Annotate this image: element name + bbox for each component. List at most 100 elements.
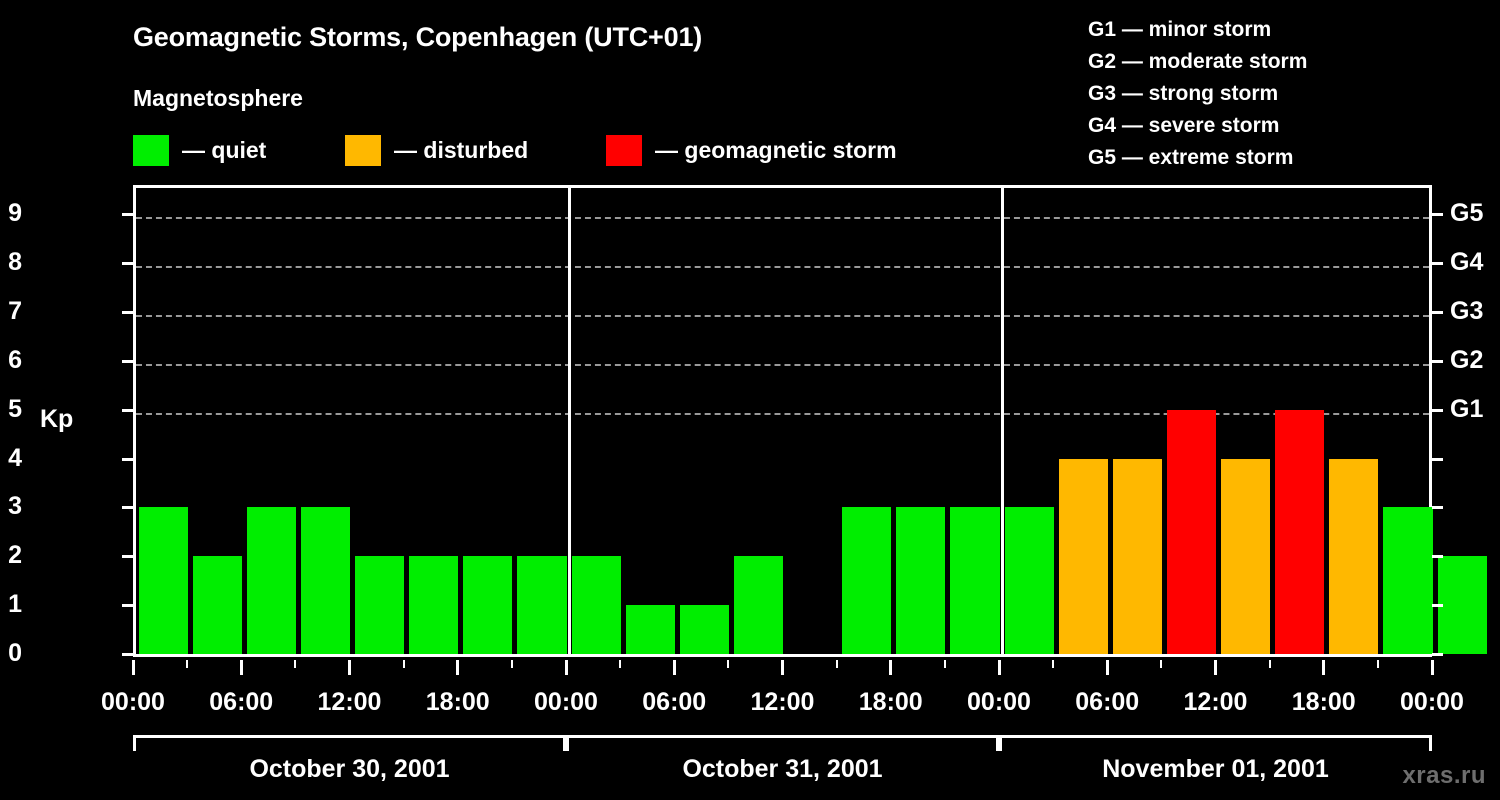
legend-entry-quiet: — quiet bbox=[133, 133, 266, 167]
day-label-0: October 30, 2001 bbox=[249, 755, 450, 783]
bar-kp[interactable] bbox=[950, 507, 1000, 654]
day-divider-1 bbox=[567, 188, 571, 654]
y-tick-mark-7 bbox=[122, 311, 133, 315]
y-tick-label-6: 6 bbox=[8, 345, 22, 374]
x-tick-label-3: 18:00 bbox=[425, 688, 490, 716]
gridline-kp-6 bbox=[136, 363, 1429, 366]
bar-kp[interactable] bbox=[733, 556, 783, 654]
bar-kp[interactable] bbox=[192, 556, 242, 654]
bar-kp[interactable] bbox=[1437, 556, 1487, 654]
bar-kp[interactable] bbox=[625, 605, 675, 654]
legend-swatch-disturbed-icon bbox=[345, 134, 381, 166]
x-tick-minor-15 bbox=[943, 660, 946, 668]
g-tick-minor-3 bbox=[1432, 506, 1443, 510]
x-tick-minor-1 bbox=[186, 660, 189, 668]
storm-scale-row-g4: G4 — severe storm bbox=[1088, 114, 1280, 137]
x-tick-label-8: 00:00 bbox=[967, 688, 1031, 716]
day-bracket-2 bbox=[999, 735, 1432, 751]
plot-area bbox=[133, 185, 1487, 657]
gridline-kp-5 bbox=[136, 412, 1429, 415]
x-tick-major-2 bbox=[239, 660, 243, 675]
x-tick-minor-7 bbox=[510, 660, 513, 668]
g-axis-label-G1: G1 bbox=[1450, 394, 1484, 423]
x-tick-label-9: 06:00 bbox=[1075, 688, 1140, 716]
x-tick-minor-21 bbox=[1268, 660, 1271, 668]
y-axis-title: Kp bbox=[40, 405, 74, 433]
bar-kp[interactable] bbox=[246, 507, 296, 654]
x-tick-label-12: 00:00 bbox=[1400, 688, 1464, 716]
bar-kp[interactable] bbox=[1221, 458, 1271, 654]
y-tick-label-1: 1 bbox=[8, 590, 22, 619]
legend-swatch-quiet-icon bbox=[133, 134, 169, 166]
bar-kp[interactable] bbox=[1058, 458, 1108, 654]
x-tick-minor-13 bbox=[835, 660, 838, 668]
y-tick-mark-9 bbox=[122, 213, 133, 217]
bar-kp[interactable] bbox=[896, 507, 946, 654]
g-tick-mark-G3 bbox=[1432, 311, 1443, 315]
day-label-1: October 31, 2001 bbox=[682, 755, 883, 783]
x-tick-minor-9 bbox=[619, 660, 622, 668]
g-tick-minor-1 bbox=[1432, 604, 1443, 608]
y-tick-mark-5 bbox=[122, 408, 133, 412]
bar-kp[interactable] bbox=[1166, 409, 1216, 654]
gridline-kp-8 bbox=[136, 266, 1429, 269]
storm-scale-legend: G1 — minor storm G2 — moderate storm G3 — … bbox=[1088, 14, 1478, 174]
x-tick-minor-17 bbox=[1052, 660, 1055, 668]
storm-scale-row-g5: G5 — extreme storm bbox=[1088, 146, 1294, 169]
x-tick-major-4 bbox=[348, 660, 351, 675]
y-tick-mark-0 bbox=[122, 653, 133, 656]
x-tick-label-1: 06:00 bbox=[209, 688, 274, 716]
x-tick-major-18 bbox=[1105, 660, 1109, 675]
plot-inner bbox=[136, 188, 1487, 654]
bar-kp[interactable] bbox=[463, 556, 513, 654]
page-title: Geomagnetic Storms, Copenhagen (UTC+01) bbox=[133, 22, 703, 52]
legend-entry-disturbed: — disturbed bbox=[345, 133, 528, 167]
x-tick-label-7: 18:00 bbox=[858, 688, 923, 716]
y-tick-mark-8 bbox=[122, 262, 133, 266]
watermark: xras.ru bbox=[1402, 762, 1486, 789]
bar-kp[interactable] bbox=[1004, 507, 1054, 654]
bar-kp[interactable] bbox=[1112, 458, 1162, 654]
x-tick-label-4: 00:00 bbox=[534, 688, 598, 716]
x-tick-label-0: 00:00 bbox=[101, 688, 165, 716]
x-tick-minor-11 bbox=[727, 660, 730, 668]
x-tick-major-20 bbox=[1214, 660, 1217, 675]
x-tick-major-22 bbox=[1322, 660, 1326, 675]
y-tick-mark-4 bbox=[122, 457, 133, 461]
bar-kp[interactable] bbox=[1329, 458, 1379, 654]
x-tick-label-6: 12:00 bbox=[750, 688, 815, 716]
g-tick-minor-0 bbox=[1432, 653, 1443, 656]
magnetosphere-heading: Magnetosphere bbox=[133, 85, 303, 111]
g-tick-minor-4 bbox=[1432, 457, 1443, 461]
bar-kp[interactable] bbox=[571, 556, 621, 654]
day-bracket-1 bbox=[566, 735, 999, 751]
g-axis-label-G4: G4 bbox=[1450, 248, 1484, 277]
x-tick-major-10 bbox=[672, 660, 676, 675]
bar-kp[interactable] bbox=[517, 556, 567, 654]
y-tick-mark-1 bbox=[122, 604, 133, 608]
x-tick-minor-5 bbox=[402, 660, 405, 668]
g-tick-minor-2 bbox=[1432, 555, 1443, 559]
y-tick-label-7: 7 bbox=[8, 297, 22, 326]
bar-kp[interactable] bbox=[409, 556, 459, 654]
y-tick-label-5: 5 bbox=[8, 394, 22, 423]
y-tick-label-9: 9 bbox=[8, 199, 22, 228]
bar-kp[interactable] bbox=[679, 605, 729, 654]
bar-kp[interactable] bbox=[1275, 409, 1325, 654]
bar-kp[interactable] bbox=[138, 507, 188, 654]
bar-kp[interactable] bbox=[1383, 507, 1433, 654]
bar-kp[interactable] bbox=[842, 507, 892, 654]
y-tick-label-3: 3 bbox=[8, 492, 22, 521]
bar-kp[interactable] bbox=[355, 556, 405, 654]
y-tick-mark-2 bbox=[122, 555, 133, 559]
y-tick-mark-3 bbox=[122, 506, 133, 510]
storm-scale-row-g3: G3 — strong storm bbox=[1088, 82, 1279, 105]
day-bracket-0 bbox=[133, 735, 566, 751]
g-axis-label-G3: G3 bbox=[1450, 297, 1484, 326]
x-tick-major-6 bbox=[456, 660, 460, 675]
storm-scale-row-g2: G2 — moderate storm bbox=[1088, 50, 1308, 73]
legend-label-disturbed: — disturbed bbox=[394, 136, 529, 163]
g-tick-mark-G4 bbox=[1432, 262, 1443, 266]
bar-kp[interactable] bbox=[300, 507, 350, 654]
legend-label-quiet: — quiet bbox=[182, 136, 267, 163]
